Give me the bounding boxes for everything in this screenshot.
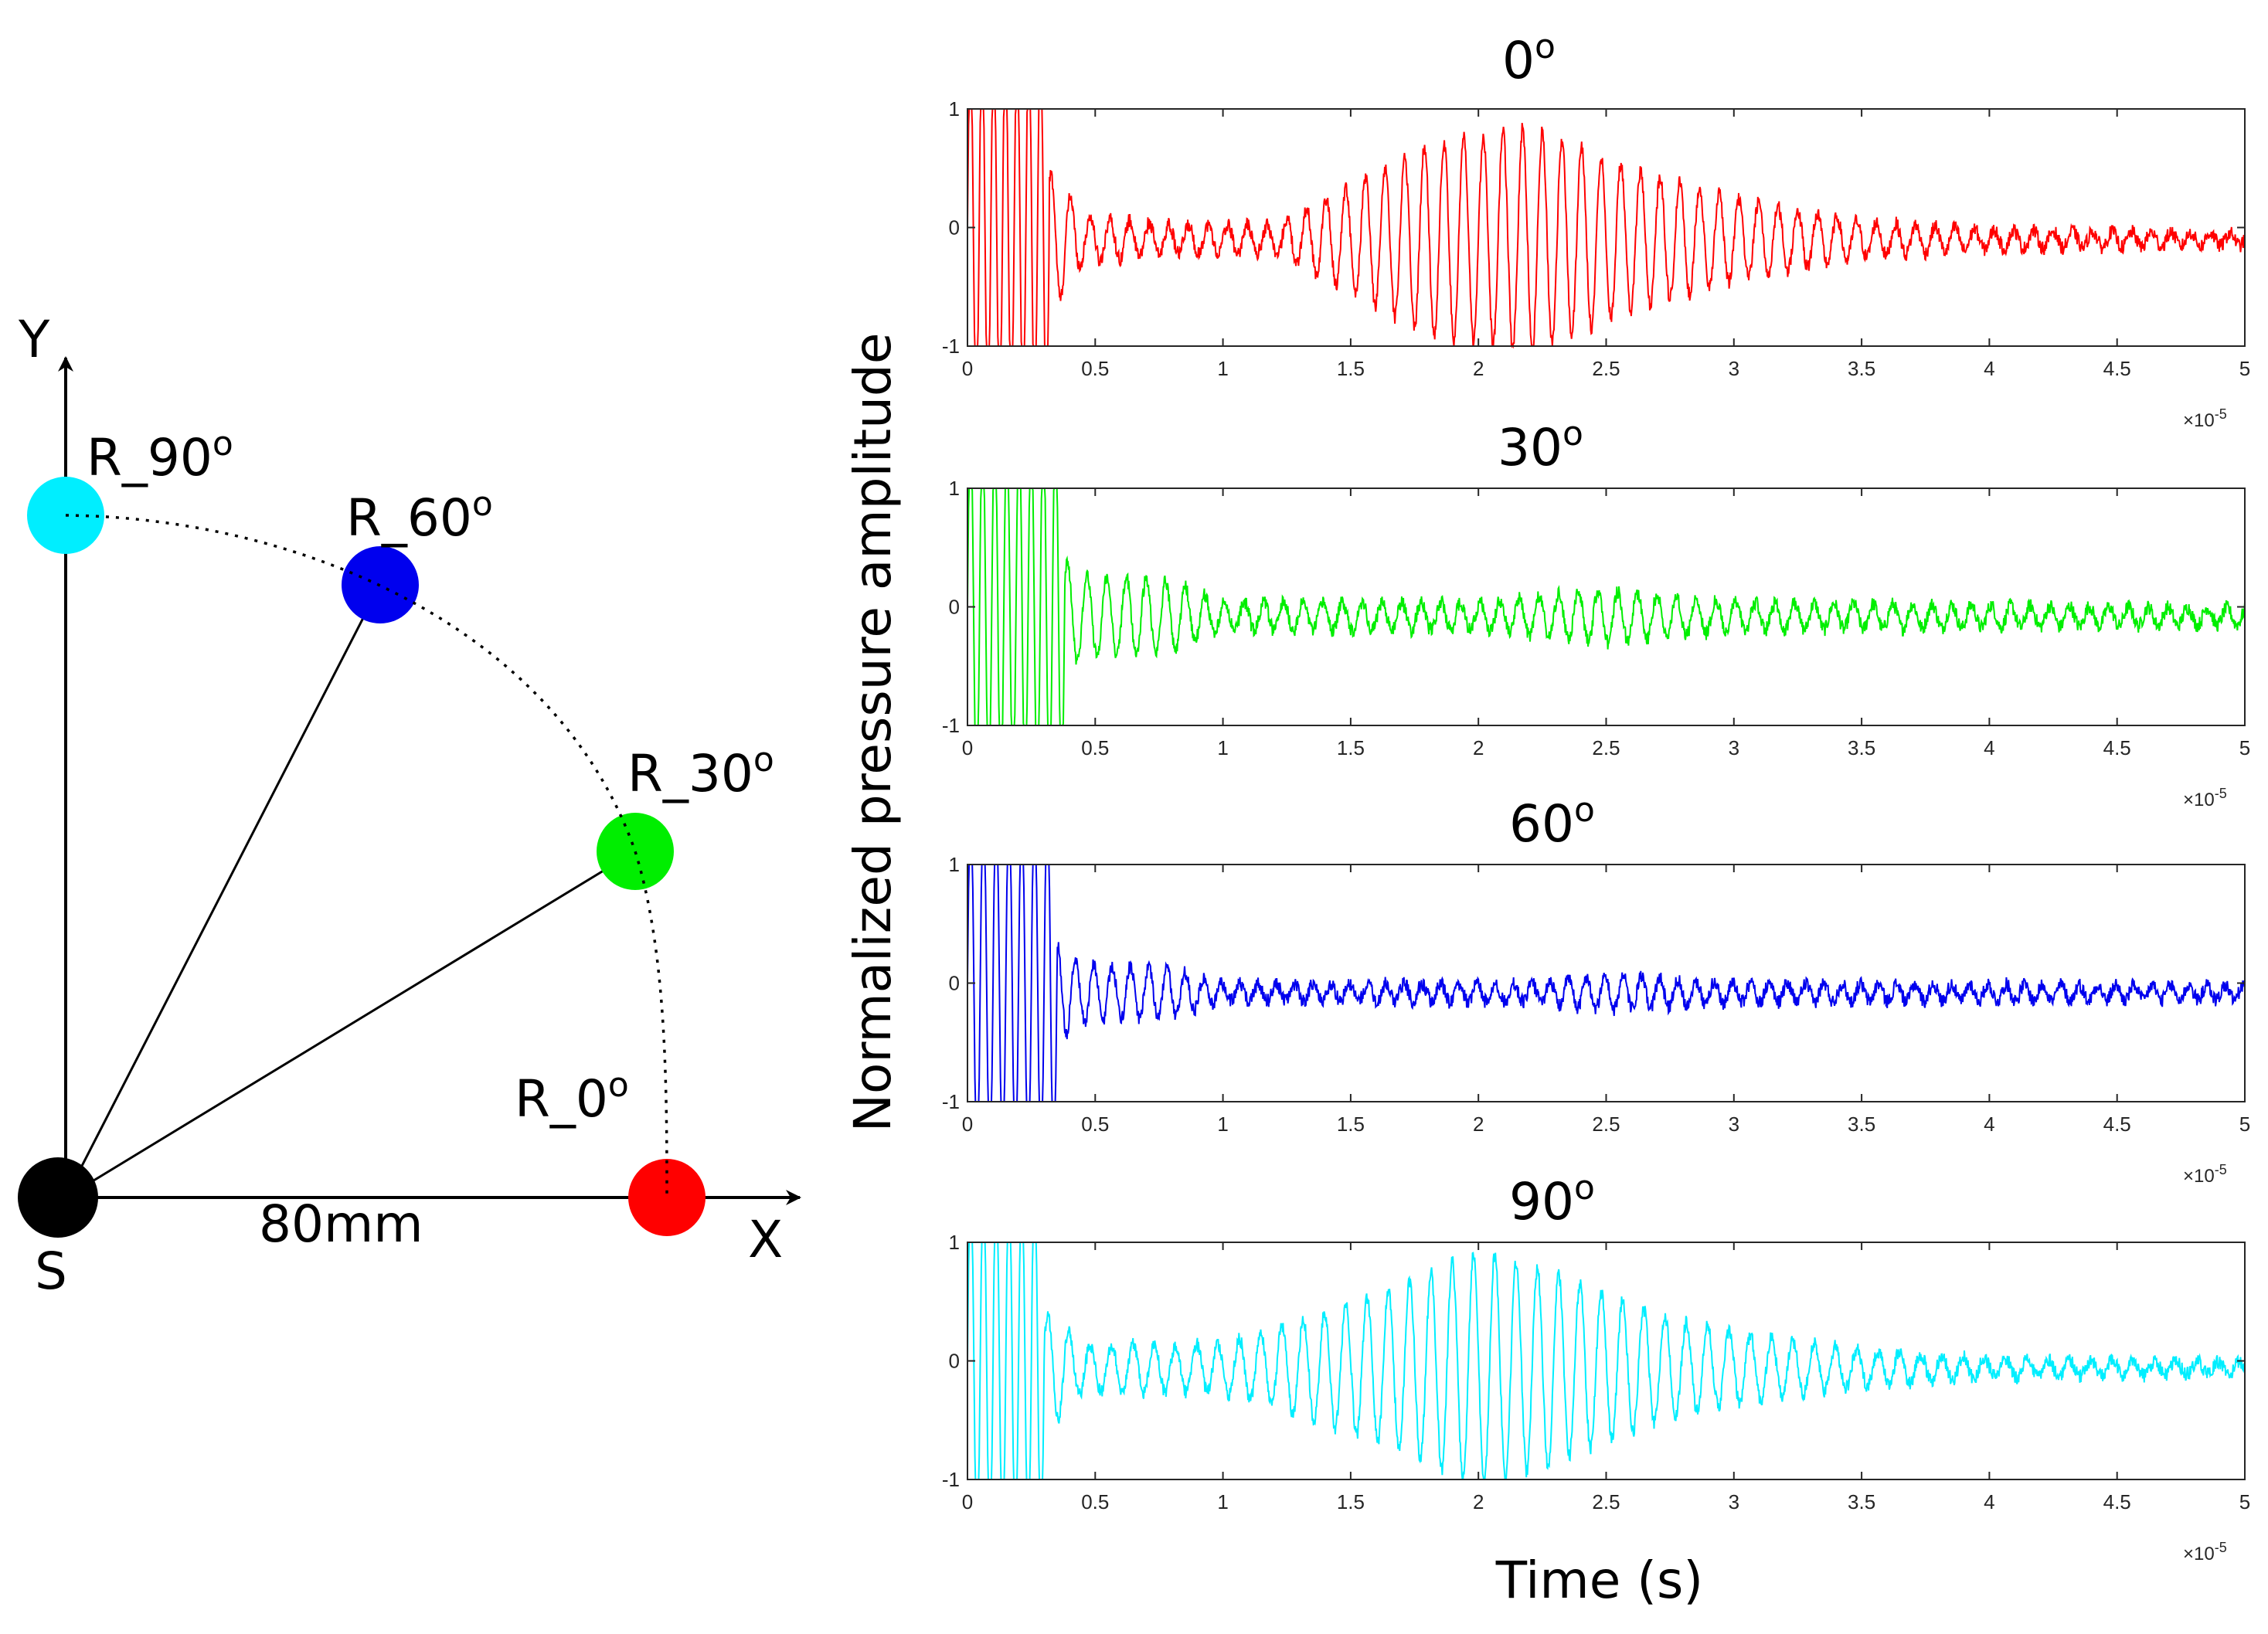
receiver-90-label: R_90o xyxy=(87,424,233,487)
receiver-0-marker xyxy=(628,1159,706,1236)
x-tick-label: 0.5 xyxy=(1081,736,1109,759)
x-tick-label: 0 xyxy=(962,736,973,759)
receiver-30-marker xyxy=(597,813,674,890)
x-tick-label: 2.5 xyxy=(1592,1113,1620,1136)
x-tick-label: 2.5 xyxy=(1592,357,1620,380)
y-tick-label: 1 xyxy=(949,97,960,121)
plot-frame xyxy=(967,864,2246,1102)
x-tick-label: 1.5 xyxy=(1337,1490,1365,1513)
x-exponent-label: ×10-5 xyxy=(2183,1540,2227,1564)
x-tick-label: 4 xyxy=(1984,736,1994,759)
x-tick-label: 3.5 xyxy=(1848,357,1875,380)
x-tick-label: 2.5 xyxy=(1592,736,1620,759)
x-tick-label: 4.5 xyxy=(2103,1490,2131,1513)
receiver-30-label: R_30o xyxy=(627,740,774,803)
x-tick-label: 0 xyxy=(962,1113,973,1136)
x-tick-label: 3.5 xyxy=(1848,736,1875,759)
x-tick-label: 5 xyxy=(2239,1490,2250,1513)
x-tick-label: 2 xyxy=(1473,1113,1484,1136)
y-tick-label: 0 xyxy=(949,596,960,619)
x-tick-label: 4.5 xyxy=(2103,1113,2131,1136)
x-tick-label: 0.5 xyxy=(1081,357,1109,380)
x-exponent-label: ×10-5 xyxy=(2183,786,2227,810)
x-tick-label: 0.5 xyxy=(1081,1113,1109,1136)
y-axis-title: Normalized pressure amplitude xyxy=(843,333,903,1133)
y-tick-label: -1 xyxy=(942,1090,960,1113)
receiver-0-label: R_0o xyxy=(515,1065,629,1129)
x-tick-label: 1 xyxy=(1217,1113,1228,1136)
x-tick-label: 4 xyxy=(1984,357,1994,380)
y-tick-label: 1 xyxy=(949,853,960,876)
x-tick-label: 5 xyxy=(2239,1113,2250,1136)
x-tick-label: 5 xyxy=(2239,357,2250,380)
x-tick-label: 3.5 xyxy=(1848,1113,1875,1136)
y-tick-label: -1 xyxy=(942,335,960,358)
x-tick-label: 5 xyxy=(2239,736,2250,759)
y-tick-label: -1 xyxy=(942,714,960,737)
x-exponent-label: ×10-5 xyxy=(2183,406,2227,431)
y-axis-label: Y xyxy=(18,310,50,369)
x-exponent-label: ×10-5 xyxy=(2183,1162,2227,1187)
ray-30 xyxy=(65,850,636,1199)
x-tick-label: 1.5 xyxy=(1337,357,1365,380)
x-axis-label: X xyxy=(748,1210,783,1269)
panel-title-60: 60o xyxy=(1509,790,1595,854)
distance-label: 80mm xyxy=(259,1194,423,1254)
panel-title-90: 90o xyxy=(1509,1168,1595,1231)
x-tick-label: 4.5 xyxy=(2103,736,2131,759)
x-tick-label: 2 xyxy=(1473,736,1484,759)
x-tick-label: 4 xyxy=(1984,1490,1994,1513)
plot-frame xyxy=(967,487,2246,726)
series-line-90 xyxy=(967,1242,2246,1480)
x-tick-label: 1.5 xyxy=(1337,736,1365,759)
y-tick-label: 1 xyxy=(949,477,960,500)
y-tick-label: 0 xyxy=(949,1350,960,1373)
x-tick-label: 1.5 xyxy=(1337,1113,1365,1136)
panel-0: 0 0.5 1 1.5 2 2.5 3 3.5 4 4.5 5-101×10-50o xyxy=(942,27,2250,431)
panel-title-0: 0o xyxy=(1502,27,1556,90)
y-tick-label: 0 xyxy=(949,216,960,239)
x-tick-label: 3.5 xyxy=(1848,1490,1875,1513)
x-tick-label: 2 xyxy=(1473,357,1484,380)
receiver-arc xyxy=(65,514,668,1198)
x-tick-label: 0.5 xyxy=(1081,1490,1109,1513)
x-tick-label: 3 xyxy=(1729,736,1739,759)
ray-60 xyxy=(64,584,382,1198)
x-tick-label: 0 xyxy=(962,357,973,380)
y-tick-label: 0 xyxy=(949,972,960,995)
x-tick-label: 2 xyxy=(1473,1490,1484,1513)
x-tick-label: 1 xyxy=(1217,357,1228,380)
x-tick-label: 2.5 xyxy=(1592,1490,1620,1513)
x-tick-label: 3 xyxy=(1729,1490,1739,1513)
x-tick-label: 1 xyxy=(1217,736,1228,759)
panel-title-30: 30o xyxy=(1498,414,1583,477)
source-marker xyxy=(18,1157,98,1238)
y-tick-label: -1 xyxy=(942,1468,960,1491)
x-tick-label: 1 xyxy=(1217,1490,1228,1513)
geometry-diagram: Y X S 80mm R_90o R_60o R_30o R_0o xyxy=(18,310,801,1301)
x-tick-label: 3 xyxy=(1729,357,1739,380)
y-tick-label: 1 xyxy=(949,1231,960,1254)
source-label: S xyxy=(35,1242,67,1301)
x-tick-label: 4 xyxy=(1984,1113,1994,1136)
x-axis-title: Time (s) xyxy=(1495,1551,1703,1610)
x-tick-label: 4.5 xyxy=(2103,357,2131,380)
receiver-60-label: R_60o xyxy=(346,484,493,548)
series-line-0 xyxy=(967,108,2246,349)
x-tick-label: 0 xyxy=(962,1490,973,1513)
series-line-30 xyxy=(967,487,2246,726)
x-tick-label: 3 xyxy=(1729,1113,1739,1136)
series-line-60 xyxy=(967,864,2246,1102)
